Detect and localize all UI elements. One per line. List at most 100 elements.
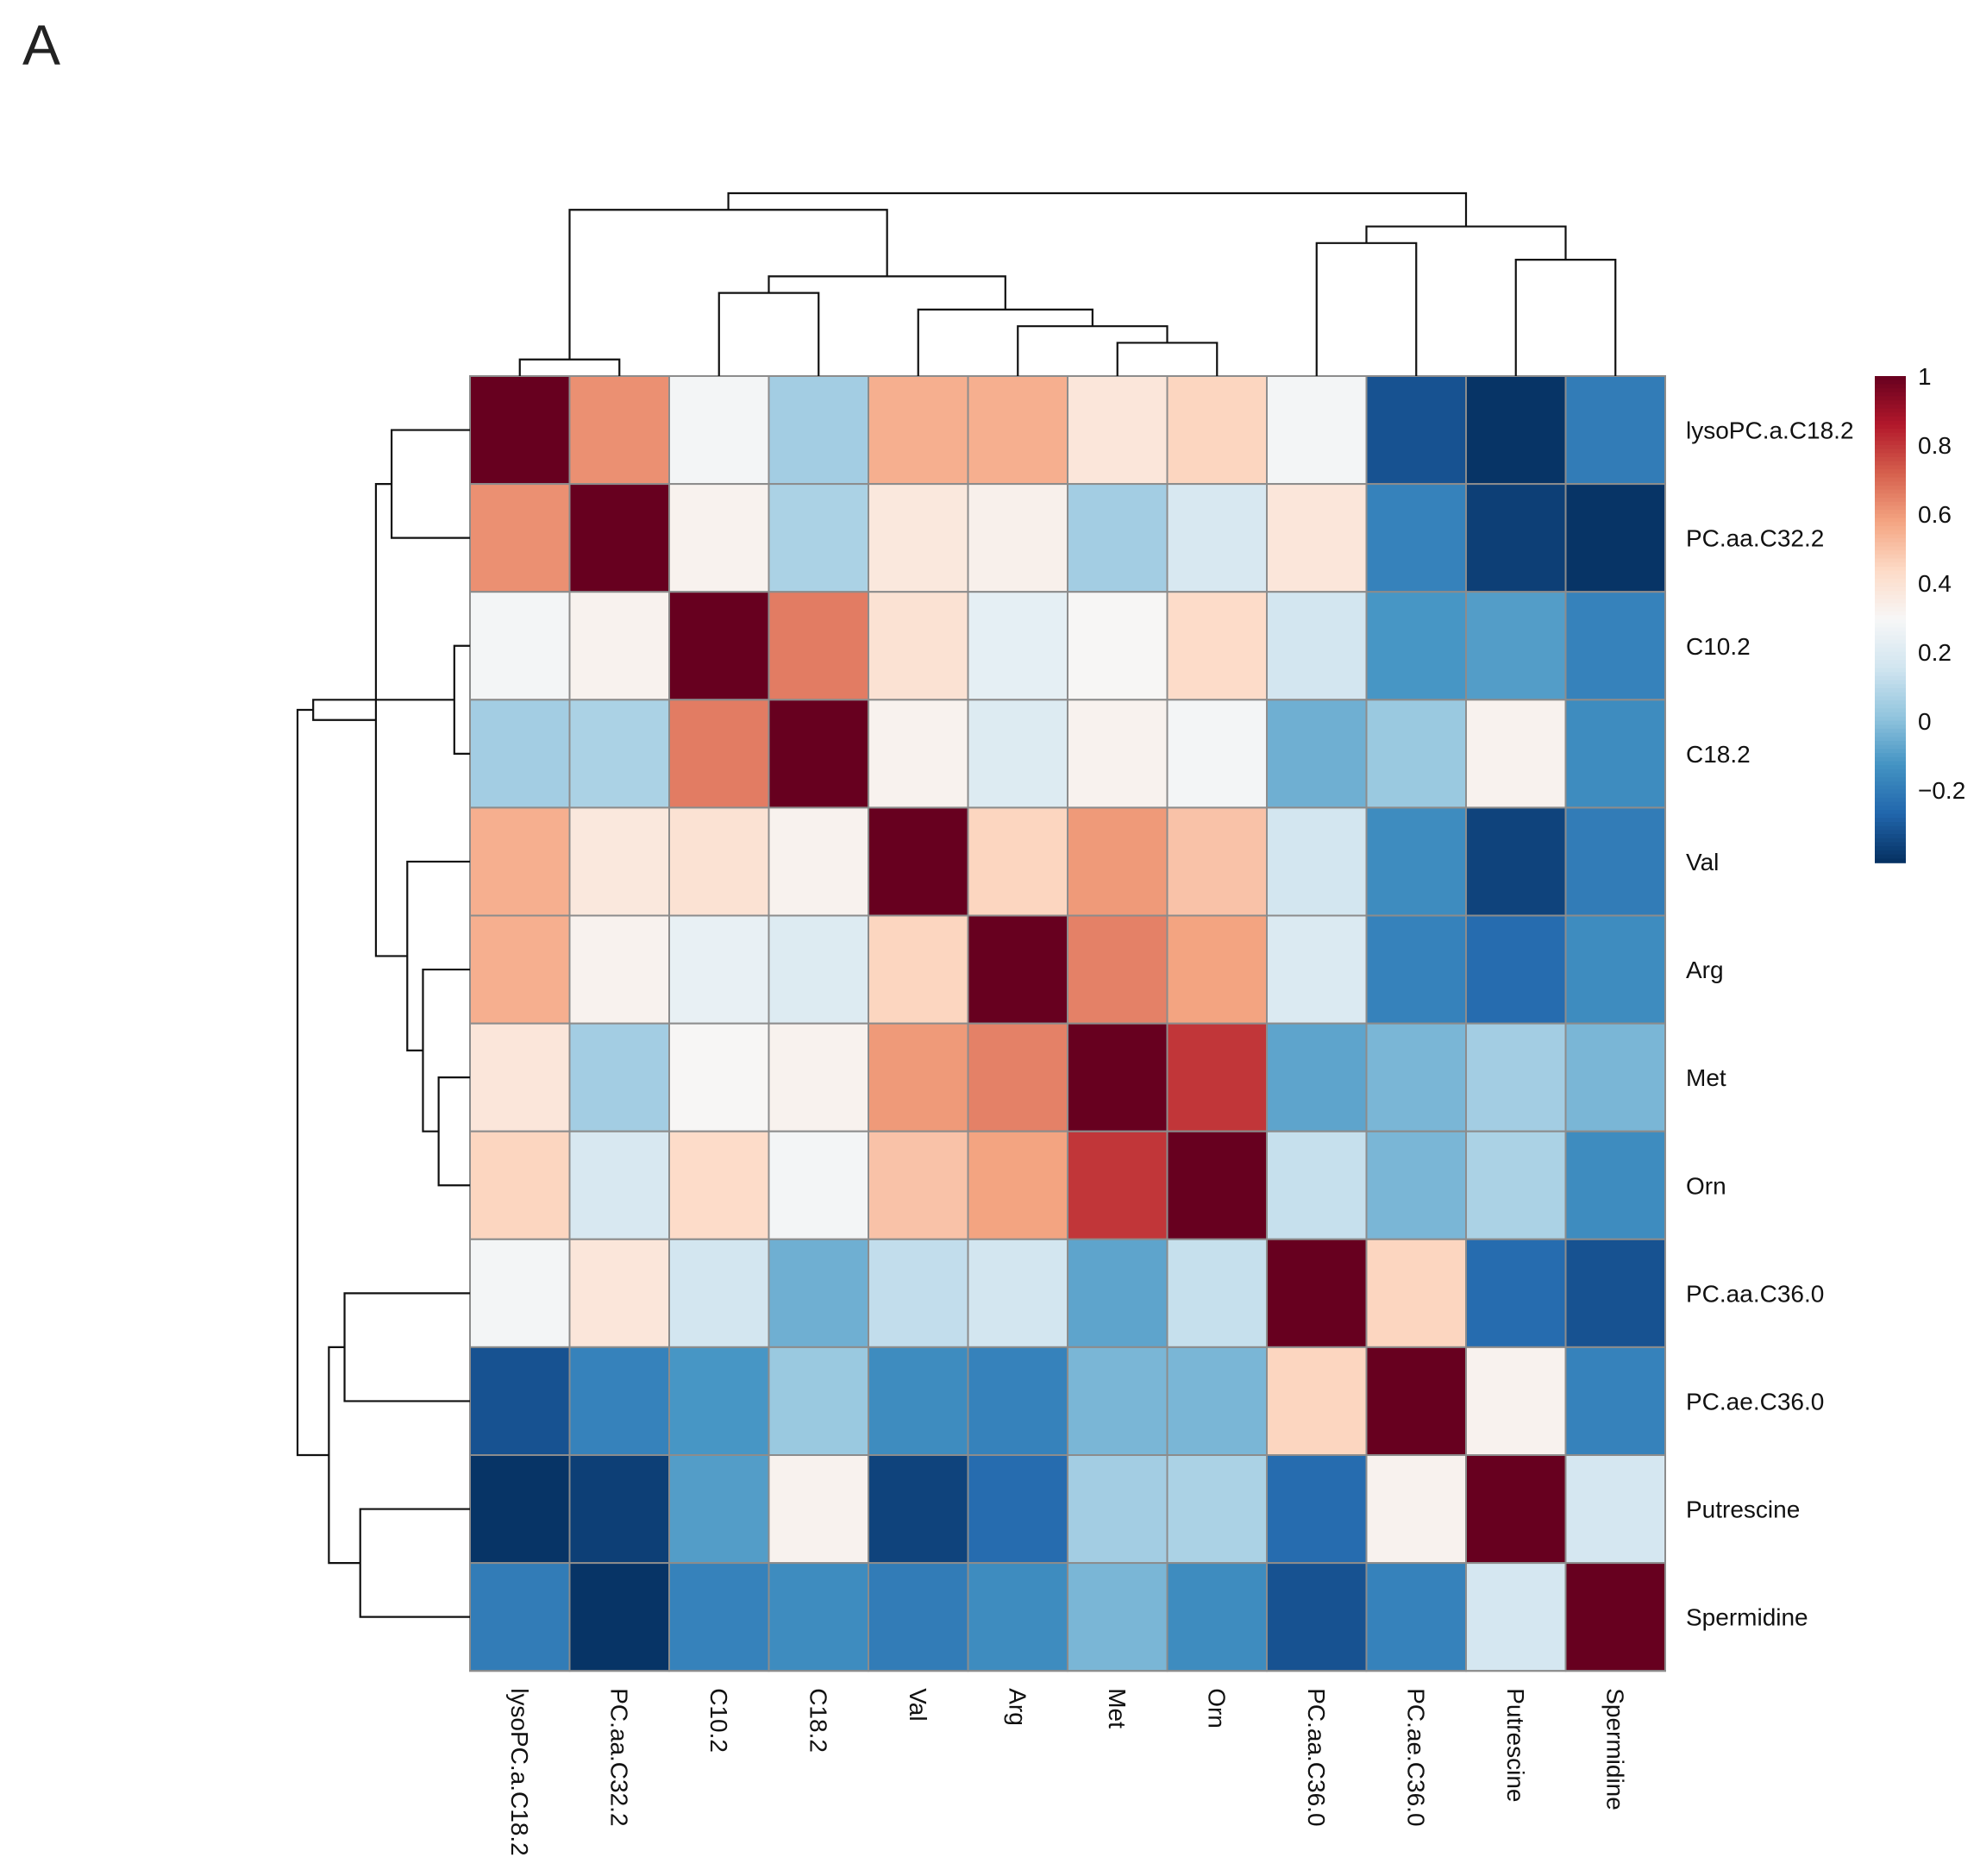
dendrogram-branch xyxy=(568,209,888,360)
colorbar-tick-label: 1 xyxy=(1918,363,1932,390)
colorbar-step xyxy=(1875,615,1906,620)
colorbar-step xyxy=(1875,579,1906,584)
dendrogram-branch xyxy=(374,483,408,957)
dendrogram-branch xyxy=(422,968,470,1133)
heatmap-cell xyxy=(668,806,770,917)
colorbar-step xyxy=(1875,473,1906,479)
colorbar-step xyxy=(1875,838,1906,844)
dendrogram-branch xyxy=(343,1292,470,1402)
heatmap-cell xyxy=(1365,914,1467,1025)
heatmap-cell xyxy=(1166,375,1268,486)
dendrogram-branch xyxy=(1017,325,1169,376)
column-label: PC.aa.C32.2 xyxy=(605,1688,632,1826)
heatmap-cell xyxy=(469,699,571,809)
colorbar-step xyxy=(1875,477,1906,482)
colorbar-step xyxy=(1875,663,1906,669)
colorbar-step xyxy=(1875,753,1906,758)
colorbar-step xyxy=(1875,858,1906,863)
dendrogram-branch xyxy=(917,308,1093,376)
heatmap-cell xyxy=(1564,914,1666,1025)
row-label: PC.aa.C32.2 xyxy=(1686,525,1824,552)
colorbar-tick-label: 0.8 xyxy=(1918,432,1952,459)
colorbar-step xyxy=(1875,384,1906,389)
colorbar-step xyxy=(1875,441,1906,446)
colorbar-step xyxy=(1875,725,1906,730)
heatmap-cell xyxy=(568,1130,670,1240)
heatmap-cell xyxy=(1266,591,1368,701)
heatmap-cell xyxy=(1465,1346,1567,1457)
colorbar-step xyxy=(1875,554,1906,560)
heatmap-cell xyxy=(1465,483,1567,593)
heatmap-cell xyxy=(568,483,670,593)
heatmap-cell xyxy=(868,1238,969,1348)
colorbar-step xyxy=(1875,668,1906,673)
colorbar-step xyxy=(1875,761,1906,766)
heatmap-cell xyxy=(469,1022,571,1133)
heatmap-cell xyxy=(868,699,969,809)
heatmap-cell xyxy=(1365,1454,1467,1565)
colorbar-step xyxy=(1875,700,1906,706)
colorbar-tick-label: 0.4 xyxy=(1918,570,1952,597)
heatmap-cell xyxy=(967,914,1068,1025)
column-label: PC.aa.C36.0 xyxy=(1303,1688,1330,1826)
colorbar-step xyxy=(1875,854,1906,860)
colorbar-step xyxy=(1875,822,1906,827)
colorbar-step xyxy=(1875,412,1906,417)
colorbar-step xyxy=(1875,830,1906,835)
heatmap-cell xyxy=(1166,1454,1268,1565)
heatmap-cell xyxy=(1266,1238,1368,1348)
heatmap-cell xyxy=(1365,1346,1467,1457)
colorbar-step xyxy=(1875,785,1906,791)
colorbar-step xyxy=(1875,728,1906,734)
row-label: lysoPC.a.C18.2 xyxy=(1686,417,1854,444)
colorbar-step xyxy=(1875,457,1906,462)
heatmap-cell xyxy=(1564,1022,1666,1133)
dendrogram-branch xyxy=(328,1346,360,1565)
colorbar-tick-label: −0.2 xyxy=(1918,777,1965,804)
heatmap-cell xyxy=(668,1022,770,1133)
heatmap-cell xyxy=(469,591,571,701)
heatmap-cell xyxy=(1166,1238,1268,1348)
heatmap-cell xyxy=(568,1346,670,1457)
colorbar-step xyxy=(1875,635,1906,641)
colorbar-step xyxy=(1875,513,1906,519)
colorbar-step xyxy=(1875,756,1906,762)
colorbar-step xyxy=(1875,558,1906,563)
colorbar-step xyxy=(1875,429,1906,434)
heatmap-cell xyxy=(1166,1022,1268,1133)
heatmap-cell xyxy=(1067,699,1169,809)
colorbar-step xyxy=(1875,518,1906,523)
colorbar-step xyxy=(1875,489,1906,495)
row-label: PC.ae.C36.0 xyxy=(1686,1388,1824,1415)
heatmap-cell xyxy=(1067,1562,1169,1672)
heatmap-cell xyxy=(1266,1346,1368,1457)
colorbar-step xyxy=(1875,611,1906,617)
heatmap-cell xyxy=(568,914,670,1025)
heatmap-cell xyxy=(1266,1022,1368,1133)
heatmap-cell xyxy=(1365,1238,1467,1348)
colorbar-step xyxy=(1875,392,1906,398)
heatmap-cell xyxy=(967,375,1068,486)
heatmap-cell xyxy=(1465,699,1567,809)
column-label: Met xyxy=(1104,1688,1131,1729)
heatmap-cell xyxy=(469,1454,571,1565)
heatmap-cell xyxy=(668,1238,770,1348)
column-label: PC.ae.C36.0 xyxy=(1402,1688,1429,1826)
heatmap-cell xyxy=(568,699,670,809)
row-label: PC.aa.C36.0 xyxy=(1686,1280,1824,1307)
row-label: Putrescine xyxy=(1686,1496,1800,1523)
heatmap-cell xyxy=(1166,1562,1268,1672)
column-label: C10.2 xyxy=(705,1688,732,1753)
heatmap-cell xyxy=(668,1346,770,1457)
colorbar-step xyxy=(1875,542,1906,548)
row-label: C18.2 xyxy=(1686,741,1751,768)
colorbar-step xyxy=(1875,570,1906,576)
heatmap-cell xyxy=(1365,1130,1467,1240)
colorbar-step xyxy=(1875,749,1906,754)
colorbar-step xyxy=(1875,781,1906,787)
row-dendrogram xyxy=(296,429,470,1618)
colorbar-step xyxy=(1875,809,1906,815)
column-label: Orn xyxy=(1203,1688,1230,1729)
column-dendrogram xyxy=(518,191,1617,376)
colorbar-step xyxy=(1875,732,1906,738)
